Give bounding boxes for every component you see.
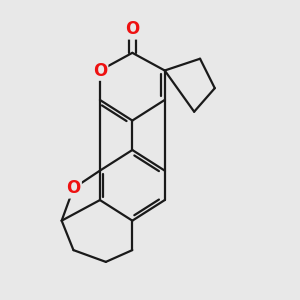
Text: O: O <box>125 20 140 38</box>
Text: O: O <box>66 179 81 197</box>
Text: O: O <box>93 61 107 80</box>
